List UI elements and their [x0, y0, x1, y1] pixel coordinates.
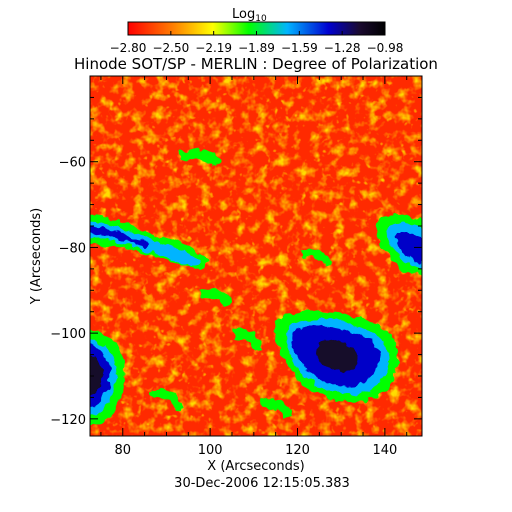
colorbar-tick-label: −1.59 — [281, 41, 318, 55]
colorbar-ticks: −2.80 −2.50 −2.19 −1.89 −1.59 −1.28 −0.98 — [110, 31, 404, 55]
y-tick-label: −120 — [50, 413, 86, 428]
colorbar-label: Log10 — [232, 7, 267, 24]
colorbar-tick-label: −0.98 — [367, 41, 404, 55]
colorbar-tick-label: −2.50 — [152, 41, 189, 55]
colorbar-tick-label: −2.80 — [110, 41, 147, 55]
plot-title: Hinode SOT/SP - MERLIN : Degree of Polar… — [74, 55, 438, 73]
x-tick-label: 140 — [372, 443, 397, 458]
y-axis-ticks: −60 −80 −100 −120 — [50, 96, 422, 428]
colorbar-tick-label: −1.28 — [324, 41, 361, 55]
x-axis-label: X (Arcseconds) — [207, 459, 304, 474]
timestamp: 30-Dec-2006 12:15:05.383 — [174, 476, 350, 491]
y-axis-label: Y (Arcseconds) — [29, 208, 44, 305]
y-tick-label: −100 — [50, 327, 86, 342]
polarization-map — [90, 76, 422, 436]
x-axis-ticks: 80 100 120 140 — [100, 76, 408, 458]
colorbar-tick-label: −2.19 — [195, 41, 232, 55]
y-tick-label: −60 — [59, 156, 86, 171]
colorbar-tick-label: −1.89 — [238, 41, 275, 55]
x-tick-label: 80 — [114, 443, 131, 458]
plot-frame — [89, 75, 423, 437]
x-tick-label: 100 — [198, 443, 223, 458]
x-tick-label: 120 — [285, 443, 310, 458]
y-tick-label: −80 — [59, 241, 86, 256]
